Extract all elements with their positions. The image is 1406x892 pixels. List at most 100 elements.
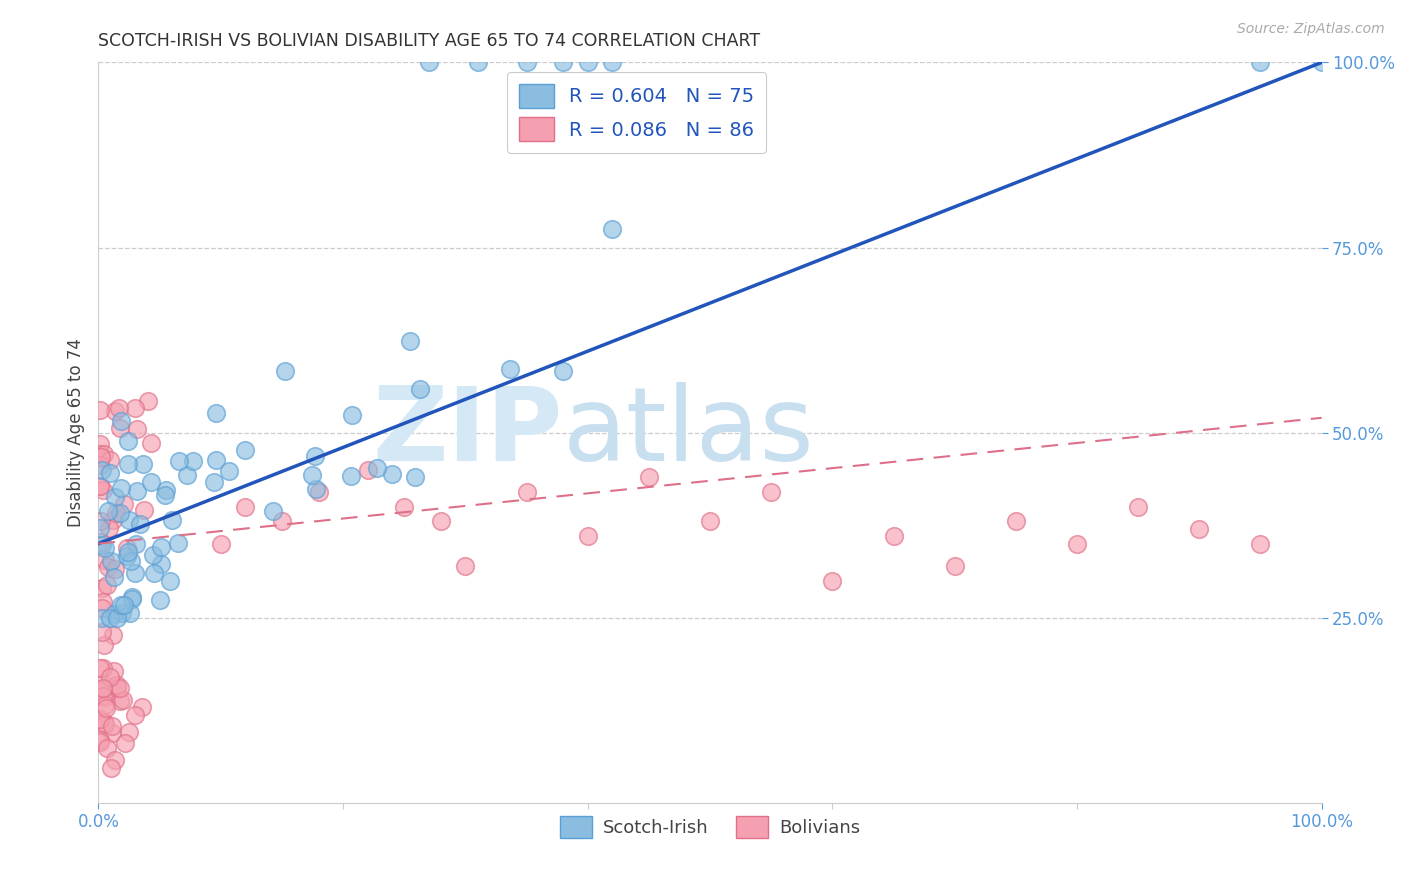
Point [89,479,111,493]
Point [127,483,149,498]
Point [94,553,117,567]
Point [91,581,114,595]
Point [101,719,124,733]
Point [274,364,297,378]
Point [89,479,111,493]
Point [94,701,117,715]
Point [91,538,114,552]
Point [202,475,225,489]
Point [117,434,139,449]
Point [121,590,143,604]
Point [149,593,172,607]
Point [308,484,330,499]
Point [761,484,783,499]
Point [110,481,132,495]
Point [89,402,111,417]
Point [97,559,120,574]
Point [89,712,111,726]
Point [110,694,132,708]
Point [104,490,127,504]
Text: SCOTCH-IRISH VS BOLIVIAN DISABILITY AGE 65 TO 74 CORRELATION CHART: SCOTCH-IRISH VS BOLIVIAN DISABILITY AGE … [98,32,761,50]
Point [93,717,115,731]
Text: ZIP: ZIP [373,382,564,483]
Point [103,570,125,584]
Point [97,521,120,535]
Text: Source: ZipAtlas.com: Source: ZipAtlas.com [1237,22,1385,37]
Point [107,401,129,416]
Point [125,422,148,436]
Point [262,504,284,518]
Point [1249,55,1271,70]
Point [149,540,172,554]
Point [110,598,132,612]
Point [1249,537,1271,551]
Text: atlas: atlas [564,382,815,483]
Point [110,414,132,428]
Point [576,529,599,543]
Point [111,606,134,620]
Point [131,699,153,714]
Point [1066,537,1088,551]
Point [91,462,114,476]
Point [162,513,184,527]
Point [305,482,328,496]
Point [141,436,163,450]
Point [93,447,115,461]
Point [499,361,522,376]
Point [515,484,537,499]
Point [120,607,142,621]
Point [205,453,228,467]
Point [553,364,575,378]
Point [91,661,114,675]
Point [89,447,111,461]
Point [90,514,112,528]
Point [600,55,623,70]
Point [105,681,128,695]
Point [209,537,232,551]
Point [103,607,125,622]
Point [418,55,440,70]
Point [90,450,112,464]
Point [98,467,121,481]
Point [97,504,120,518]
Point [409,382,432,396]
Point [118,512,141,526]
Point [108,681,131,696]
Point [699,515,721,529]
Point [153,488,176,502]
Point [100,554,122,568]
Point [553,55,575,70]
Point [112,497,135,511]
Point [183,454,205,468]
Point [600,221,623,235]
Point [125,537,148,551]
Point [883,529,905,543]
Point [89,458,111,472]
Point [105,678,128,692]
Point [105,611,128,625]
Point [366,460,388,475]
Point [270,515,294,529]
Point [89,732,111,747]
Point [103,665,125,679]
Point [103,628,125,642]
Point [132,458,155,472]
Point [155,483,177,497]
Point [94,541,117,555]
Point [515,55,537,70]
Point [98,670,121,684]
Point [304,450,326,464]
Point [98,611,121,625]
Point [91,690,114,704]
Point [218,464,240,478]
Point [91,625,114,640]
Point [167,454,190,468]
Point [159,574,181,588]
Point [89,677,111,691]
Point [104,404,127,418]
Point [124,708,146,723]
Point [111,693,134,707]
Point [301,468,323,483]
Point [943,558,966,573]
Point [467,55,489,70]
